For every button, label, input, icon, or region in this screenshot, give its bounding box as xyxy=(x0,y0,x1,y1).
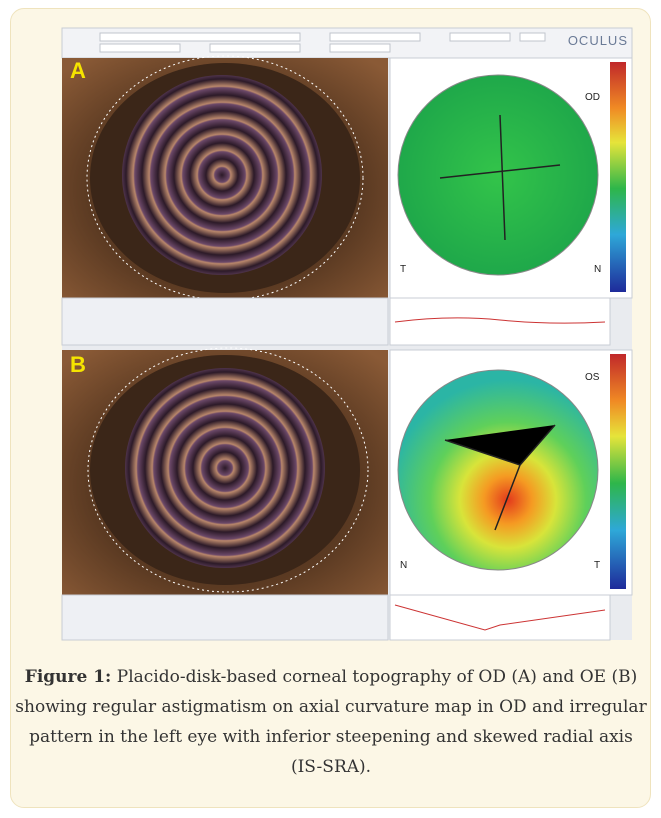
side-label: N xyxy=(594,264,601,275)
profile-chart xyxy=(390,595,610,640)
color-scale xyxy=(610,354,626,589)
profile-chart xyxy=(390,298,610,345)
axial-map xyxy=(398,75,598,275)
side-label: N xyxy=(400,560,407,571)
axial-map xyxy=(398,370,598,570)
color-scale xyxy=(610,62,626,292)
info-table xyxy=(62,595,388,640)
placido-rings xyxy=(122,75,322,275)
figure-image: OCULUS A OD T N B OS N T xyxy=(0,0,661,660)
panel-label: A xyxy=(70,58,86,83)
placido-rings xyxy=(125,368,325,568)
panel-b: B OS N T xyxy=(62,348,632,640)
side-label: T xyxy=(594,560,600,571)
info-table xyxy=(62,298,388,345)
caption: Figure 1: Placido-disk-based corneal top… xyxy=(14,662,648,782)
panel-a: A OD T N xyxy=(62,56,632,345)
brand: OCULUS xyxy=(568,33,628,48)
panel-label: B xyxy=(70,352,86,377)
side-label: T xyxy=(400,264,406,275)
caption-label: Figure 1: xyxy=(25,667,112,687)
page: OCULUS A OD T N B OS N T Figure 1: Placi… xyxy=(0,0,661,818)
eye-label: OD xyxy=(585,92,600,103)
eye-label: OS xyxy=(585,372,600,383)
